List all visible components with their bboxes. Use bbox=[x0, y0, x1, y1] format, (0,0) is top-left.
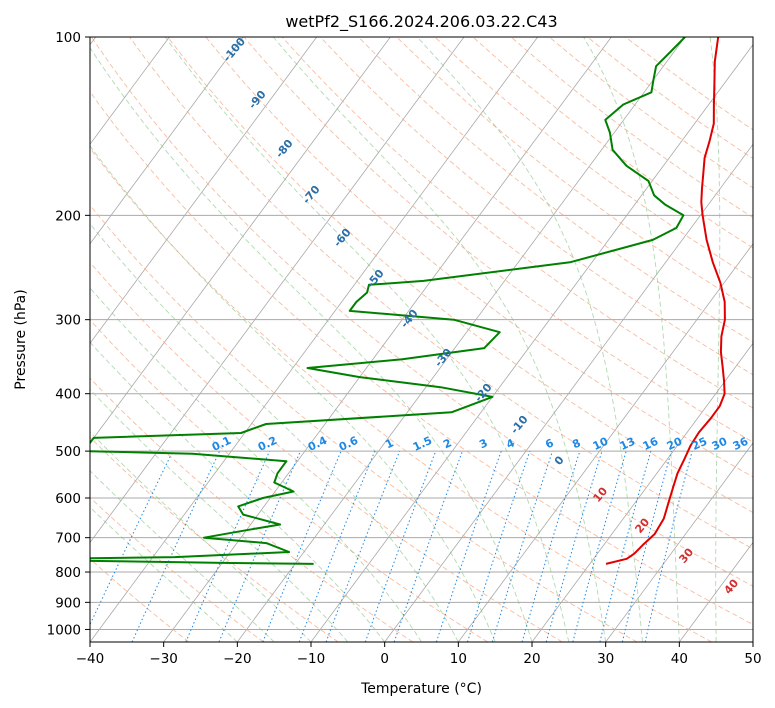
dry-adiabat-line bbox=[90, 377, 414, 642]
isotherm-line bbox=[310, 44, 753, 642]
moist-adiabat-line bbox=[164, 37, 570, 642]
mixing-ratio-line bbox=[298, 450, 376, 642]
x-tick-label: 50 bbox=[744, 651, 761, 667]
moist-adiabat-line bbox=[416, 37, 643, 642]
isotherm-line bbox=[90, 37, 465, 544]
y-tick-label: 800 bbox=[55, 565, 81, 581]
moist-adiabat-line bbox=[90, 470, 275, 642]
x-tick-label: 40 bbox=[671, 651, 688, 667]
profile-series-line bbox=[90, 37, 686, 565]
mixing-ratio-label: 36 bbox=[731, 435, 751, 453]
chart-title: wetPf2_S166.2024.206.03.22.C43 bbox=[285, 12, 557, 32]
mixing-ratio-label: 30 bbox=[710, 435, 730, 453]
dry-adiabat-line bbox=[396, 37, 753, 311]
mixing-ratio-line bbox=[364, 450, 437, 642]
plot-frame bbox=[89, 36, 754, 643]
y-tick-label: 700 bbox=[55, 531, 81, 547]
y-tick-label: 400 bbox=[55, 387, 81, 403]
y-tick-label: 100 bbox=[55, 30, 81, 46]
dry-adiabat-line bbox=[90, 204, 638, 642]
mixing-ratio-label: 25 bbox=[690, 435, 709, 453]
x-tick-label: −20 bbox=[223, 651, 252, 667]
moist-adiabat-line bbox=[90, 223, 459, 642]
isotherm-line bbox=[531, 342, 753, 642]
isotherm-line bbox=[90, 37, 318, 345]
mixing-ratio-label: 10 bbox=[591, 435, 611, 453]
x-tick-label: −40 bbox=[76, 651, 105, 667]
y-tick-label: 200 bbox=[55, 208, 81, 224]
mixing-ratio-line bbox=[644, 450, 693, 642]
x-tick-label: 30 bbox=[597, 651, 614, 667]
x-axis-label: Temperature (°C) bbox=[360, 681, 482, 697]
x-tick-label: −30 bbox=[149, 651, 178, 667]
mixing-ratio-label: 13 bbox=[618, 435, 637, 453]
mixing-ratio-line bbox=[467, 450, 531, 642]
profile-series-line bbox=[605, 37, 726, 565]
isotherm-line bbox=[384, 143, 753, 642]
x-tick-label: 0 bbox=[380, 651, 389, 667]
x-tick-label: 10 bbox=[450, 651, 467, 667]
y-tick-label: 500 bbox=[55, 444, 81, 460]
mixing-ratio-line bbox=[393, 450, 463, 642]
dry-adiabat-line bbox=[90, 90, 753, 626]
mixing-ratio-label: 20 bbox=[665, 435, 685, 453]
mixing-ratio-label: 16 bbox=[641, 435, 661, 453]
mixing-ratio-line bbox=[325, 450, 401, 642]
profile-lines bbox=[90, 37, 726, 565]
isotherm-line bbox=[90, 37, 391, 444]
dry-adiabat-line bbox=[90, 261, 563, 642]
x-tick-label: 20 bbox=[523, 651, 540, 667]
moist-adiabat-line bbox=[90, 431, 312, 642]
y-tick-label: 300 bbox=[55, 313, 81, 329]
y-tick-label: 600 bbox=[55, 491, 81, 507]
mixing-ratio-line bbox=[572, 450, 627, 642]
mixing-ratio-line bbox=[521, 450, 581, 642]
dry-adiabat-line bbox=[129, 37, 753, 550]
isotherm-line bbox=[458, 243, 753, 642]
isotherm-line bbox=[90, 37, 244, 245]
mixing-ratio-line bbox=[545, 450, 603, 642]
y-axis-label: Pressure (hPa) bbox=[13, 289, 29, 389]
axis-ticks: −40 −30 −20 −10 0 10 20 30 40 50 100 200 300 400 500 60… bbox=[47, 30, 762, 667]
moist-adiabat-line bbox=[90, 287, 422, 642]
moist-adiabat-line bbox=[272, 37, 607, 642]
mixing-ratio-line bbox=[621, 450, 672, 642]
dry-adiabat-line bbox=[281, 37, 753, 409]
dry-adiabat-line bbox=[90, 147, 712, 642]
mixing-ratio-line bbox=[435, 450, 502, 642]
y-tick-label: 900 bbox=[55, 595, 81, 611]
moist-adiabat-line bbox=[90, 46, 533, 642]
mixing-ratio-line bbox=[491, 450, 553, 642]
dry-adiabat-line bbox=[90, 319, 488, 642]
background-lines bbox=[90, 37, 753, 642]
x-tick-label: −10 bbox=[297, 651, 326, 667]
y-tick-label: 1000 bbox=[47, 622, 81, 638]
isotherm-line bbox=[90, 37, 170, 145]
dry-adiabat-line bbox=[90, 558, 190, 642]
moist-adiabat-line bbox=[90, 145, 496, 642]
moist-adiabat-line bbox=[90, 388, 349, 642]
dry-adiabat-line bbox=[243, 37, 753, 443]
isotherm-line bbox=[605, 442, 753, 642]
mixing-ratio-line bbox=[599, 450, 652, 642]
